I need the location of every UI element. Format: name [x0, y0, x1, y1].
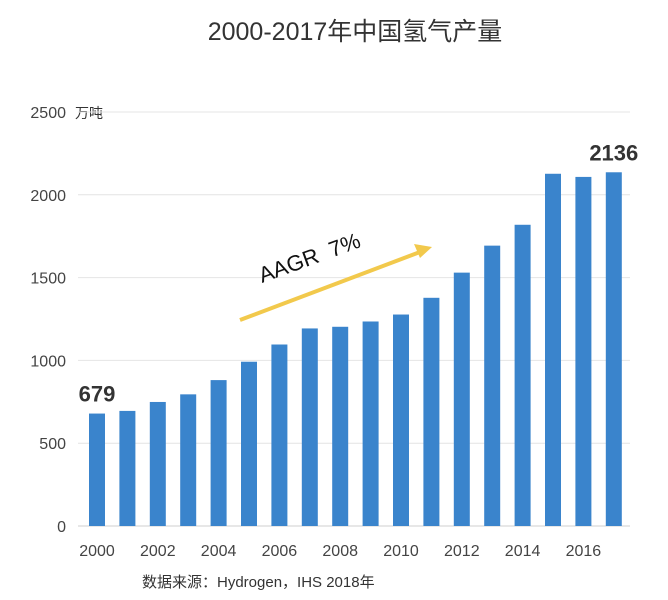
bar-2011: [423, 297, 440, 526]
bar-2015: [545, 173, 561, 526]
y-axis-label: 万吨: [75, 105, 103, 121]
bar-2017: [605, 172, 622, 527]
chart-title: 2000-2017年中国氢气产量: [208, 18, 503, 46]
source-note: 数据来源：Hydrogen，IHS 2018年: [142, 574, 375, 591]
bar-2007: [301, 328, 318, 526]
bar-2002: [149, 401, 166, 526]
y-tick-label: 2500: [30, 105, 66, 122]
aagr-arrowhead: [414, 244, 432, 258]
bar-2004: [210, 380, 227, 526]
x-tick-label: 2014: [505, 543, 541, 560]
x-tick-label: 2012: [444, 543, 480, 560]
bar-2013: [484, 245, 501, 526]
bar-2016: [575, 176, 592, 526]
x-tick-label: 2008: [322, 543, 358, 560]
bar-2001: [119, 410, 136, 526]
x-tick-label: 2016: [566, 543, 602, 560]
bar-2010: [393, 314, 409, 526]
data-label: 679: [79, 382, 116, 407]
bar-2006: [271, 344, 288, 526]
bar-2000: [89, 413, 105, 526]
bar-2009: [362, 321, 379, 526]
y-tick-label: 2000: [30, 188, 66, 205]
x-tick-label: 2002: [140, 543, 176, 560]
x-tick-label: 2004: [201, 543, 237, 560]
bar-2012: [453, 272, 470, 526]
bar-2014: [514, 224, 531, 526]
y-tick-label: 1500: [30, 271, 66, 288]
bar-2008: [332, 326, 349, 526]
y-tick-label: 1000: [30, 353, 66, 370]
x-tick-label: 2000: [79, 543, 115, 560]
x-tick-label: 2010: [383, 543, 419, 560]
bar-2003: [180, 394, 197, 526]
x-tick-label: 2006: [262, 543, 298, 560]
aagr-arrow: [239, 250, 421, 322]
bar-2005: [241, 361, 257, 526]
data-label: 2136: [589, 140, 638, 165]
y-tick-label: 0: [57, 519, 66, 536]
y-tick-label: 500: [39, 436, 66, 453]
